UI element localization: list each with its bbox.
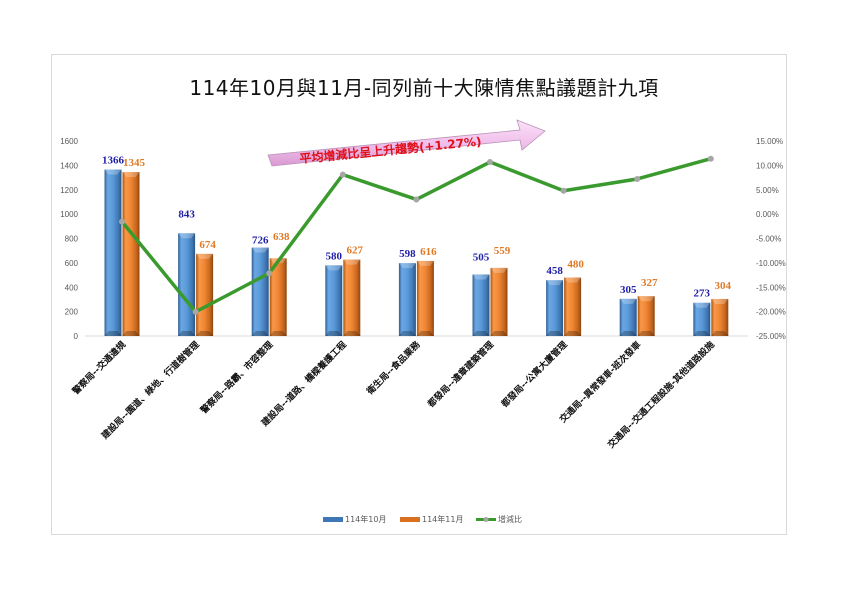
bar-nov (637, 296, 655, 336)
ratio-line-series (119, 155, 714, 315)
oct-value-label: 726 (252, 235, 269, 247)
right-tick-label: -20.00% (756, 308, 786, 317)
bar-oct (619, 298, 637, 336)
ratio-marker (192, 308, 199, 315)
legend-oct: 114年10月 (345, 514, 386, 524)
ratio-marker (707, 155, 714, 162)
legend-nov: 114年11月 (422, 514, 463, 524)
bar-nov (269, 258, 287, 336)
right-axis: -25.00% -20.00% -15.00% -10.00% -5.00% 0.00% 5… (756, 137, 786, 341)
category-label: 警察局--交通違規 (70, 339, 128, 397)
category-label: 建設局--道路、橋樑養護工程 (259, 339, 349, 429)
ratio-marker (560, 187, 567, 194)
bar-nov (416, 260, 434, 336)
left-tick-label: 1000 (60, 210, 78, 219)
ratio-marker (487, 159, 493, 166)
left-tick-label: 1200 (60, 186, 78, 195)
ratio-marker (339, 171, 346, 178)
category-labels: 警察局--交通違規建設局--園道、綠地、行道樹管理警察局--路霸、市容整理建設局… (70, 338, 717, 451)
right-tick-label: -15.00% (756, 283, 786, 292)
left-tick-label: 200 (65, 308, 79, 317)
right-tick-label: 5.00% (756, 186, 779, 195)
oct-value-label: 1366 (102, 155, 125, 167)
left-tick-label: 0 (74, 332, 79, 341)
bar-oct (325, 265, 343, 336)
oct-value-label: 305 (620, 284, 637, 296)
ratio-marker (413, 196, 420, 203)
nov-value-label: 1345 (123, 157, 146, 169)
nov-value-label: 627 (347, 245, 364, 257)
bar-oct (693, 302, 711, 336)
oct-value-label: 598 (399, 248, 416, 260)
bar-oct (472, 274, 490, 336)
nov-value-label: 304 (715, 280, 732, 292)
left-tick-label: 600 (65, 259, 79, 268)
chart-title: 114年10月與11月-同列前十大陳情焦點議題計九項 (189, 76, 659, 100)
ratio-marker (266, 270, 273, 277)
bar-nov (711, 298, 729, 336)
bar-nov (196, 253, 214, 336)
right-tick-label: -25.00% (756, 332, 786, 341)
data-labels: 1366 1345 843 674 726 638 580 627 598 616 505 559 45… (102, 155, 732, 300)
left-tick-label: 400 (65, 283, 79, 292)
bar-nov (343, 259, 361, 336)
right-tick-label: 0.00% (756, 210, 779, 219)
oct-value-label: 843 (178, 208, 195, 220)
category-label: 警察局--路霸、市容整理 (198, 339, 275, 416)
category-label: 都發局--公寓大廈管理 (498, 339, 570, 411)
bar-oct (178, 233, 196, 336)
bar-oct (251, 247, 269, 336)
nov-value-label: 559 (494, 245, 511, 257)
legend-ratio: 增減比 (498, 514, 522, 524)
oct-value-label: 458 (546, 265, 563, 277)
trend-annotation-text: 平均增減比呈上升趨勢(+1.27%) (299, 134, 482, 166)
oct-value-label: 505 (473, 251, 490, 263)
bar-nov (564, 277, 582, 336)
nov-value-label: 480 (567, 259, 584, 271)
right-tick-label: 15.00% (756, 137, 783, 146)
nov-value-label: 327 (641, 277, 658, 289)
trend-annotation-arrow: 平均增減比呈上升趨勢(+1.27%) (267, 119, 546, 167)
ratio-marker (119, 218, 125, 225)
legend: 114年10月 114年11月 增減比 (323, 514, 522, 524)
right-tick-label: 10.00% (756, 161, 783, 170)
right-tick-label: -10.00% (756, 259, 786, 268)
bar-oct (398, 263, 416, 336)
right-tick-label: -5.00% (756, 235, 781, 244)
category-label: 交通局--異常發車-班次發車 (557, 339, 643, 425)
nov-value-label: 616 (420, 246, 437, 258)
bar-nov (122, 172, 140, 336)
bar-oct (104, 169, 122, 336)
bar-oct (546, 280, 564, 336)
bar-series (104, 169, 729, 336)
left-tick-label: 1600 (60, 137, 78, 146)
nov-value-label: 674 (199, 239, 216, 251)
oct-value-label: 580 (326, 250, 343, 262)
left-tick-label: 1400 (60, 161, 78, 170)
category-label: 衛生局--食品業務 (363, 338, 423, 398)
category-label: 都發局--違章建築管理 (424, 339, 496, 411)
ratio-marker (634, 175, 641, 182)
left-tick-label: 800 (65, 235, 79, 244)
oct-value-label: 273 (694, 288, 711, 300)
left-axis: 0 200 400 600 800 1000 1200 1400 1600 (60, 137, 78, 341)
nov-value-label: 638 (273, 231, 290, 243)
bar-nov (490, 267, 508, 336)
